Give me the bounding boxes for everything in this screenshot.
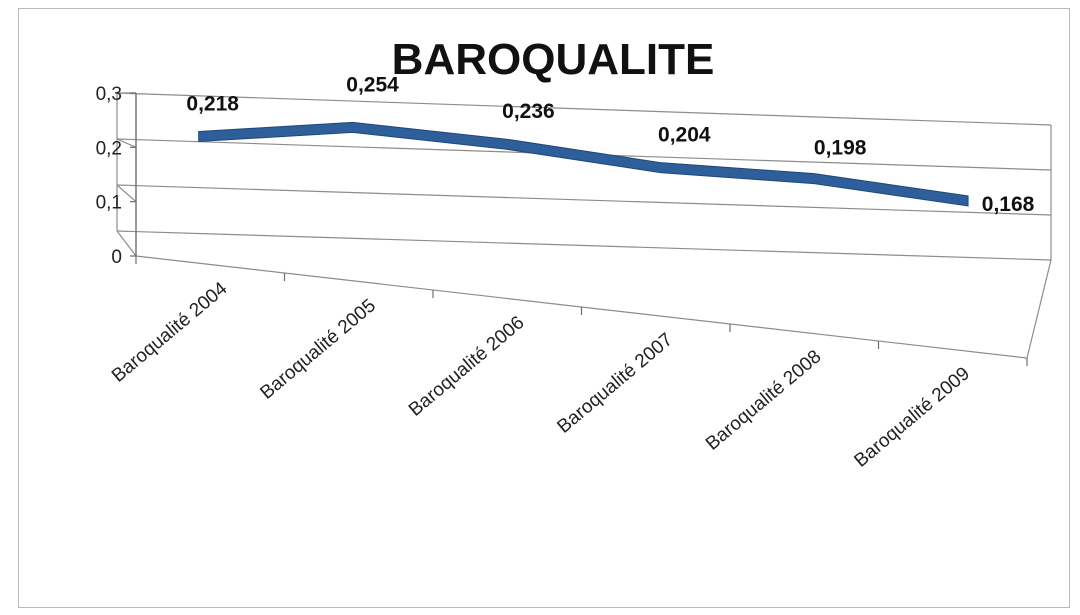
x-tick-label: Baroqualité 2009 <box>850 363 974 471</box>
gridline-side <box>116 184 137 203</box>
gridline-side <box>116 230 137 257</box>
x-tick-label: Baroqualité 2005 <box>256 295 380 403</box>
y-tick-label: 0,3 <box>96 84 122 105</box>
data-label: 0,218 <box>186 93 239 116</box>
x-tick-label: Baroqualité 2008 <box>702 346 826 454</box>
x-tick-label: Baroqualité 2004 <box>108 278 232 387</box>
y-tick-label: 0,2 <box>96 138 122 159</box>
gridline-back <box>116 184 1052 216</box>
y-tick-label: 0,1 <box>96 193 122 214</box>
chart-area: 0 0,1 0,2 0,3 Baroqualité 2004 Baroqualité 20… <box>18 8 1070 608</box>
floor-right-edge <box>1026 259 1052 359</box>
data-label: 0,198 <box>814 137 867 160</box>
gridline-back <box>116 230 1052 261</box>
data-label: 0,236 <box>502 100 555 123</box>
data-label: 0,254 <box>346 73 399 96</box>
x-tick-label: Baroqualité 2006 <box>405 312 529 420</box>
series-ribbon <box>198 121 969 207</box>
gridline-side <box>116 138 137 148</box>
data-label: 0,204 <box>658 124 711 147</box>
x-tick-label: Baroqualité 2007 <box>553 329 677 437</box>
data-labels: 0,218 0,254 0,236 0,204 0,198 0,168 <box>186 73 1034 216</box>
data-label: 0,168 <box>982 193 1035 216</box>
series-baroqualite <box>198 121 969 207</box>
chart-title: BAROQUALITE <box>392 35 715 84</box>
gridline-back <box>116 92 1052 126</box>
y-tick-label: 0 <box>111 247 122 268</box>
